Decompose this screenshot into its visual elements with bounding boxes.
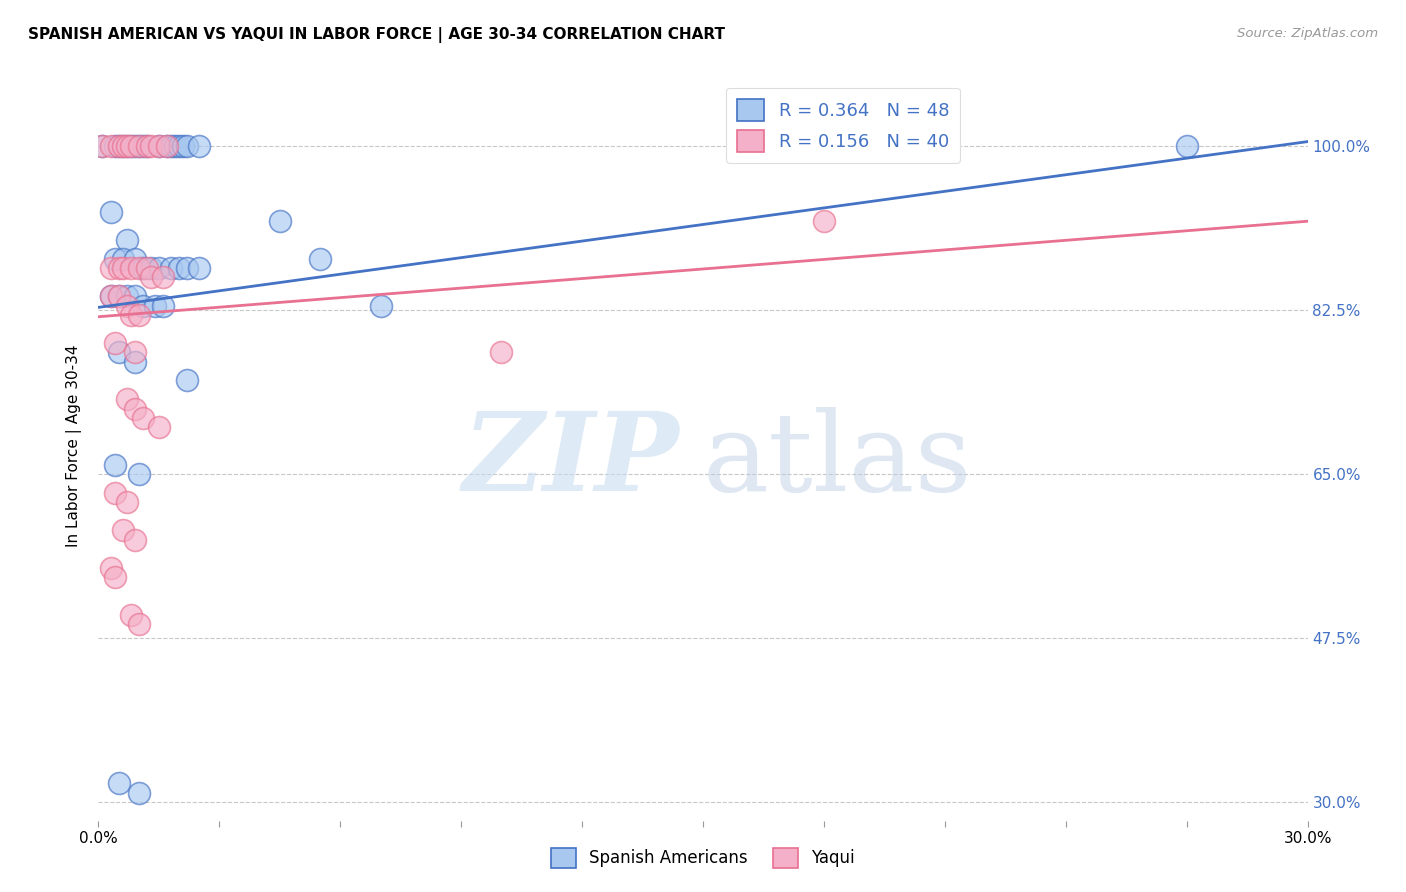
Legend: Spanish Americans, Yaqui: Spanish Americans, Yaqui — [544, 841, 862, 875]
Point — [188, 261, 211, 276]
Point — [124, 289, 146, 303]
Point — [103, 570, 125, 584]
Point — [120, 139, 142, 153]
Point — [103, 458, 125, 472]
Point — [135, 139, 157, 153]
Point — [91, 139, 114, 153]
Point — [813, 214, 835, 228]
Point — [167, 261, 190, 276]
Text: SPANISH AMERICAN VS YAQUI IN LABOR FORCE | AGE 30-34 CORRELATION CHART: SPANISH AMERICAN VS YAQUI IN LABOR FORCE… — [28, 27, 725, 43]
Point — [128, 139, 150, 153]
Point — [156, 139, 179, 153]
Point — [111, 139, 134, 153]
Point — [91, 139, 114, 153]
Point — [107, 289, 129, 303]
Point — [135, 139, 157, 153]
Point — [115, 139, 138, 153]
Point — [115, 495, 138, 509]
Point — [124, 401, 146, 416]
Point — [160, 139, 183, 153]
Point — [156, 139, 179, 153]
Point — [128, 261, 150, 276]
Point — [100, 561, 122, 575]
Point — [111, 261, 134, 276]
Point — [124, 252, 146, 266]
Text: atlas: atlas — [703, 408, 973, 515]
Point — [100, 205, 122, 219]
Point — [143, 299, 166, 313]
Point — [176, 261, 198, 276]
Point — [139, 261, 162, 276]
Point — [124, 355, 146, 369]
Point — [124, 139, 146, 153]
Point — [139, 139, 162, 153]
Point — [100, 289, 122, 303]
Point — [148, 420, 170, 434]
Point — [132, 139, 155, 153]
Point — [152, 299, 174, 313]
Point — [107, 289, 129, 303]
Point — [107, 345, 129, 359]
Y-axis label: In Labor Force | Age 30-34: In Labor Force | Age 30-34 — [66, 344, 83, 548]
Text: Source: ZipAtlas.com: Source: ZipAtlas.com — [1237, 27, 1378, 40]
Point — [370, 299, 392, 313]
Point — [111, 524, 134, 538]
Point — [115, 299, 138, 313]
Point — [135, 261, 157, 276]
Point — [491, 345, 513, 359]
Point — [107, 139, 129, 153]
Point — [103, 336, 125, 351]
Point — [132, 411, 155, 425]
Point — [1175, 139, 1198, 153]
Point — [128, 308, 150, 322]
Point — [172, 139, 194, 153]
Text: ZIP: ZIP — [463, 408, 679, 515]
Point — [107, 139, 129, 153]
Point — [103, 485, 125, 500]
Point — [132, 299, 155, 313]
Point — [269, 214, 291, 228]
Point — [188, 139, 211, 153]
Point — [176, 374, 198, 388]
Point — [128, 467, 150, 482]
Point — [132, 261, 155, 276]
Point — [176, 139, 198, 153]
Point — [115, 289, 138, 303]
Point — [107, 776, 129, 790]
Point — [103, 252, 125, 266]
Point — [120, 139, 142, 153]
Point — [100, 289, 122, 303]
Point — [100, 261, 122, 276]
Point — [128, 786, 150, 800]
Point — [124, 533, 146, 547]
Point — [309, 252, 332, 266]
Point — [148, 139, 170, 153]
Point — [120, 607, 142, 622]
Point — [167, 139, 190, 153]
Point — [163, 139, 186, 153]
Point — [124, 345, 146, 359]
Point — [120, 308, 142, 322]
Point — [107, 261, 129, 276]
Point — [111, 252, 134, 266]
Point — [100, 139, 122, 153]
Point — [148, 139, 170, 153]
Point — [152, 270, 174, 285]
Point — [103, 139, 125, 153]
Point — [111, 139, 134, 153]
Point — [148, 261, 170, 276]
Point — [115, 392, 138, 407]
Point — [115, 139, 138, 153]
Point — [128, 139, 150, 153]
Point — [160, 261, 183, 276]
Point — [128, 617, 150, 632]
Point — [139, 270, 162, 285]
Point — [115, 233, 138, 247]
Legend: R = 0.364   N = 48, R = 0.156   N = 40: R = 0.364 N = 48, R = 0.156 N = 40 — [727, 88, 960, 162]
Point — [120, 261, 142, 276]
